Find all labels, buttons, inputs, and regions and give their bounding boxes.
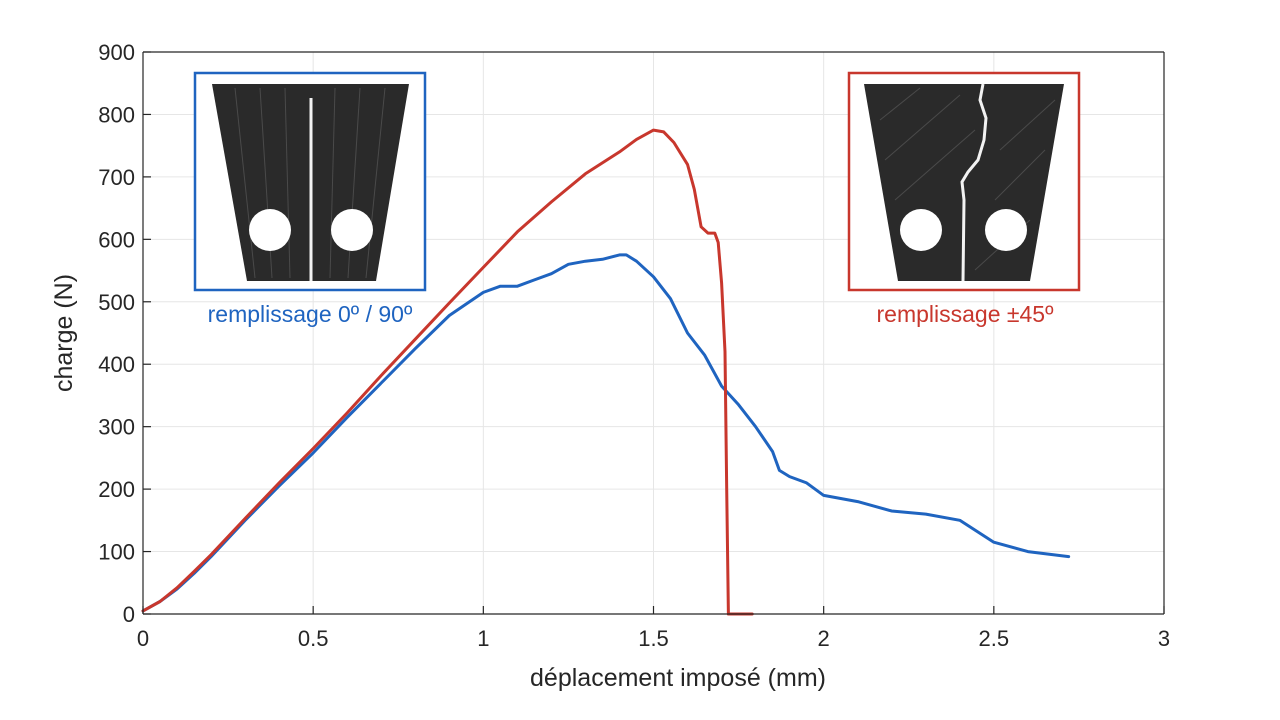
specimen-hole-right — [331, 209, 373, 251]
x-tick-label: 1 — [477, 626, 489, 651]
specimen-hole-left — [900, 209, 942, 251]
y-axis-title: charge (N) — [50, 274, 78, 392]
y-tick-label: 800 — [98, 102, 135, 127]
y-tick-label: 400 — [98, 352, 135, 377]
y-tick-label: 600 — [98, 227, 135, 252]
y-tick-label: 0 — [123, 602, 135, 627]
specimen-hole-right — [985, 209, 1027, 251]
y-tick-label: 700 — [98, 165, 135, 190]
y-tick-label: 100 — [98, 540, 135, 565]
label-infill-45: remplissage ±45º — [877, 301, 1055, 327]
y-tick-label: 300 — [98, 415, 135, 440]
specimen-hole-left — [249, 209, 291, 251]
series-line-0 — [141, 253, 1071, 613]
y-tick-label: 900 — [98, 40, 135, 65]
inset-specimen-0-90 — [193, 71, 427, 292]
y-tick-label: 200 — [98, 477, 135, 502]
x-tick-label: 0 — [137, 626, 149, 651]
x-tick-label: 2 — [818, 626, 830, 651]
y-tick-label: 500 — [98, 290, 135, 315]
x-tick-label: 0.5 — [298, 626, 329, 651]
inset-specimen-45 — [847, 71, 1081, 292]
x-tick-label: 1.5 — [638, 626, 669, 651]
specimen-crack — [960, 83, 988, 282]
specimen-texture — [879, 87, 1056, 271]
label-infill-0-90: remplissage 0º / 90º — [208, 301, 413, 327]
x-tick-label: 2.5 — [979, 626, 1010, 651]
x-axis-title: déplacement imposé (mm) — [530, 664, 826, 692]
x-tick-label: 3 — [1158, 626, 1170, 651]
series-line-1 — [141, 128, 730, 616]
ticks: 0 0.5 1 1.5 2 2.5 3 0 100 200 300 400 500 600 700 800 90… — [98, 40, 1170, 651]
